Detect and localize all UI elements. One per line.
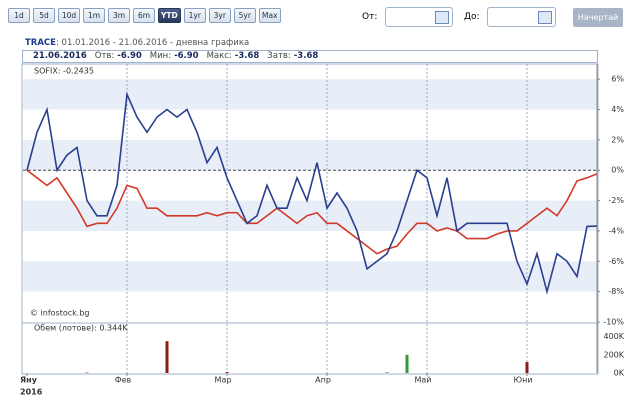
y-tick-label: -10% — [603, 318, 624, 327]
x-tick-label: Фев — [115, 376, 132, 385]
calendar-icon[interactable] — [538, 11, 552, 24]
volume-title: Обем (лотове): 0.344K — [34, 324, 128, 333]
y-tick-label: -4% — [608, 226, 624, 235]
period-buttons: 1d 5d 10d 1m 3m 6m YTD 1yr 3yr 5yr Max — [8, 8, 281, 23]
period: : 01.01.2016 - 21.06.2016 - дневна графи… — [55, 38, 250, 48]
symbol: TRACE — [25, 38, 56, 48]
to-input[interactable] — [487, 7, 556, 27]
period-button[interactable]: 1m — [83, 8, 105, 23]
period-button[interactable]: 5d — [33, 8, 55, 23]
stats-bar: 21.06.2016 Отв: -6.90 Мин: -6.90 Макс: -3.68 За… — [22, 50, 598, 63]
y-tick-label: 6% — [611, 75, 624, 84]
stat-value: -6.90 — [117, 51, 142, 61]
y-tick-label: 2% — [611, 135, 624, 144]
stat-label: Мин: — [149, 51, 172, 61]
stat-value: -3.68 — [234, 51, 260, 61]
stat-label: Отв: — [94, 51, 115, 61]
line-series — [26, 169, 598, 255]
from-label: От: — [362, 12, 378, 22]
volume-bar — [225, 372, 229, 373]
period-button[interactable]: 3yr — [208, 8, 231, 23]
year-label: 2016 — [20, 388, 43, 397]
draw-button[interactable]: Начертай — [573, 8, 623, 27]
period-button[interactable]: 1yr — [183, 8, 206, 23]
from-input[interactable] — [385, 7, 453, 27]
chart-header: TRACE: 01.01.2016 - 21.06.2016 - дневна … — [25, 38, 249, 48]
period-button[interactable]: YTD — [158, 8, 181, 23]
line-series — [26, 91, 598, 295]
stat-value: -6.90 — [174, 51, 199, 61]
period-button[interactable]: 10d — [58, 8, 80, 23]
volume-tick-label: 0K — [614, 369, 625, 378]
x-tick-label: Яну — [20, 376, 38, 385]
y-tick-label: -8% — [608, 287, 624, 296]
stat-label: Макс: — [206, 51, 232, 61]
x-tick-label: Юни — [513, 376, 532, 385]
watermark: © infostock.bg — [30, 309, 89, 318]
volume-bar — [405, 354, 409, 373]
grid-band — [23, 79, 597, 110]
period-button[interactable]: 1d — [8, 8, 30, 23]
grid-band — [23, 261, 597, 292]
x-tick-label: Апр — [315, 376, 331, 385]
period-button[interactable]: 3m — [108, 8, 130, 23]
grid-band — [23, 139, 597, 171]
period-button[interactable]: 6m — [133, 8, 155, 23]
period-button[interactable]: Max — [258, 8, 281, 23]
y-tick-label: -2% — [608, 196, 624, 205]
stat-label: Затв: — [267, 51, 291, 61]
x-tick-label: Май — [414, 376, 431, 385]
legend-entry: SOFIX: -0.2435 — [34, 67, 94, 76]
volume-bar — [165, 341, 169, 373]
y-tick-label: 4% — [611, 105, 624, 114]
period-button[interactable]: 5yr — [233, 8, 256, 23]
y-tick-label: -6% — [608, 257, 624, 266]
volume-tick-label: 200K — [603, 350, 624, 359]
y-tick-label: 0% — [611, 166, 624, 175]
volume-bar — [525, 362, 529, 373]
grid-band — [23, 200, 597, 231]
to-label: До: — [464, 12, 480, 22]
stats-date: 21.06.2016 — [33, 51, 87, 61]
calendar-icon[interactable] — [435, 11, 449, 24]
stat-value: -3.68 — [293, 51, 319, 61]
volume-bar — [385, 372, 389, 373]
volume-tick-label: 400K — [603, 332, 624, 341]
x-tick-label: Мар — [215, 376, 232, 385]
